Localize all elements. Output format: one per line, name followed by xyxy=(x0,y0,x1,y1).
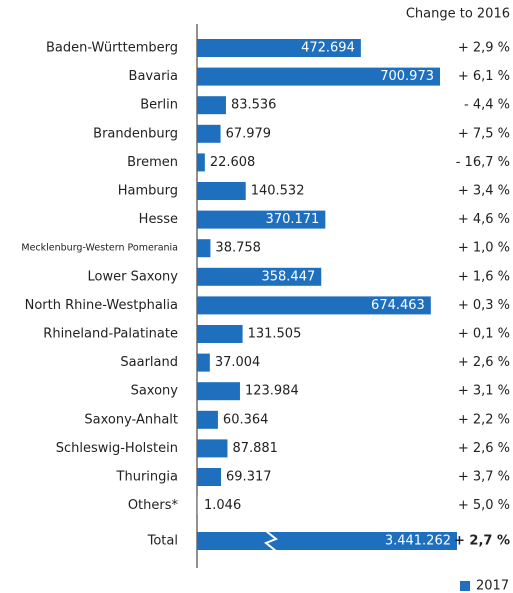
bar xyxy=(197,124,221,143)
value-label: 37.004 xyxy=(215,355,261,370)
change-label: + 3,4 % xyxy=(458,184,510,199)
category-label: Saarland xyxy=(120,355,178,370)
value-label: 83.536 xyxy=(231,98,277,113)
category-label: Bremen xyxy=(127,155,178,170)
change-label: - 16,7 % xyxy=(456,155,510,170)
total-value-label: 3.441.262 xyxy=(385,534,451,549)
total-change-label: + 2,7 % xyxy=(454,534,510,549)
bar xyxy=(197,325,243,343)
value-label: 60.364 xyxy=(223,412,269,427)
change-label: - 4,4 % xyxy=(464,98,510,113)
bar xyxy=(197,439,228,458)
value-label: 22.608 xyxy=(210,155,256,170)
value-label: 38.758 xyxy=(215,241,260,256)
bar xyxy=(197,382,240,401)
category-label: Saxony xyxy=(131,384,179,399)
value-label: 700.973 xyxy=(380,69,434,84)
category-label: Hesse xyxy=(139,212,178,227)
change-label: + 3,1 % xyxy=(458,384,510,399)
column-header: Change to 2016 xyxy=(406,7,510,22)
total-label: Total xyxy=(147,534,178,549)
value-label: 69.317 xyxy=(226,470,272,485)
bar xyxy=(197,67,441,86)
bar xyxy=(197,182,246,200)
value-label: 131.505 xyxy=(248,327,302,342)
value-label: 140.532 xyxy=(251,184,305,199)
category-label: Hamburg xyxy=(118,184,178,199)
bar xyxy=(197,153,205,172)
value-label: 123.984 xyxy=(245,384,299,399)
change-label: + 1,6 % xyxy=(458,269,510,284)
change-label: + 2,9 % xyxy=(458,41,510,56)
category-label: North Rhine-Westphalia xyxy=(25,298,178,313)
change-label: + 6,1 % xyxy=(458,69,510,84)
category-label: Saxony-Anhalt xyxy=(84,412,178,427)
bar xyxy=(197,468,222,486)
total-bar xyxy=(197,532,457,550)
category-label: Lower Saxony xyxy=(88,269,179,284)
bar xyxy=(197,410,218,429)
category-label: Schleswig-Holstein xyxy=(56,441,178,456)
change-label: + 0,3 % xyxy=(458,298,510,313)
change-label: + 2,6 % xyxy=(458,441,510,456)
legend-swatch xyxy=(460,581,470,591)
category-label: Berlin xyxy=(140,98,178,113)
value-label: 87.881 xyxy=(232,441,277,456)
category-label: Brandenburg xyxy=(93,126,178,141)
category-label: Thuringia xyxy=(116,470,178,485)
category-label: Baden-Württemberg xyxy=(46,41,178,56)
value-label: 358.447 xyxy=(261,269,315,284)
value-label: 1.046 xyxy=(204,498,241,513)
bar xyxy=(197,296,431,315)
value-label: 674.463 xyxy=(371,298,425,313)
value-label: 67.979 xyxy=(226,126,271,141)
value-label: 370.171 xyxy=(266,212,320,227)
change-label: + 2,2 % xyxy=(458,412,510,427)
category-label: Bavaria xyxy=(129,69,178,84)
bar xyxy=(197,39,361,57)
change-label: + 2,6 % xyxy=(458,355,510,370)
change-label: + 4,6 % xyxy=(458,212,510,227)
category-label: Others* xyxy=(128,498,179,513)
bar xyxy=(197,210,326,229)
value-label: 472.694 xyxy=(301,41,355,56)
bar xyxy=(197,353,210,372)
axis-break xyxy=(264,530,278,552)
change-label: + 0,1 % xyxy=(458,327,510,342)
bar xyxy=(197,96,226,115)
category-label: Rhineland-Palatinate xyxy=(43,327,178,342)
legend-label: 2017 xyxy=(476,579,509,593)
category-label: Mecklenburg-Western Pomerania xyxy=(21,243,178,254)
bar xyxy=(197,267,322,286)
change-label: + 7,5 % xyxy=(458,126,510,141)
bar xyxy=(197,239,211,258)
change-label: + 5,0 % xyxy=(458,498,510,513)
change-label: + 3,7 % xyxy=(458,470,510,485)
change-label: + 1,0 % xyxy=(458,241,510,256)
